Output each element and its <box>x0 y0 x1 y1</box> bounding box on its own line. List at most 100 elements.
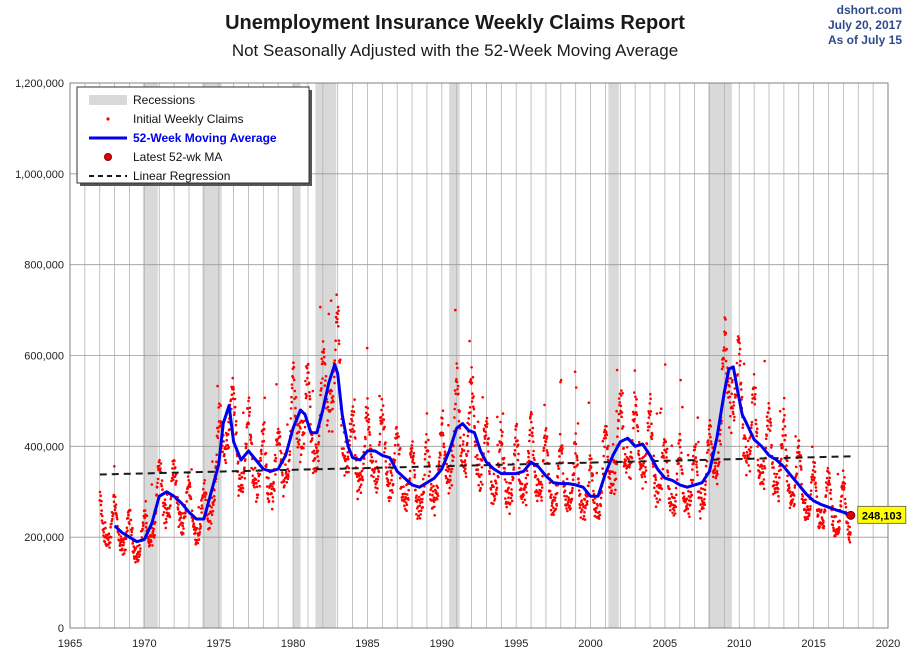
claims-point <box>351 419 354 423</box>
claims-point <box>144 500 148 503</box>
claims-point <box>677 462 681 465</box>
claims-point <box>793 502 796 506</box>
claims-point <box>353 429 356 433</box>
claims-point <box>346 455 350 459</box>
claims-point <box>453 389 457 392</box>
claims-point <box>381 404 385 407</box>
claims-point <box>588 454 592 457</box>
claims-point <box>145 514 149 517</box>
claims-point <box>578 506 582 510</box>
claims-point <box>486 443 490 446</box>
claims-point <box>605 433 609 437</box>
regression-line <box>99 455 851 476</box>
claims-point <box>387 499 391 503</box>
claims-point <box>447 492 451 495</box>
claims-point <box>393 452 396 455</box>
claims-point <box>384 460 388 463</box>
claims-point <box>367 428 370 431</box>
claims-point <box>702 507 705 510</box>
claims-point <box>141 527 144 531</box>
claims-point <box>525 491 528 494</box>
claims-point <box>520 482 524 486</box>
claims-point <box>200 499 203 502</box>
claims-point <box>812 478 816 482</box>
claims-point <box>773 472 776 476</box>
claims-point <box>455 377 458 381</box>
claims-point <box>505 505 509 509</box>
claims-point <box>806 505 809 508</box>
claims-point <box>778 410 782 413</box>
claims-point <box>132 555 136 558</box>
claims-point <box>224 447 227 451</box>
claims-point <box>533 470 537 474</box>
claims-point <box>342 447 346 450</box>
claims-point <box>316 466 319 469</box>
claims-point <box>535 483 539 487</box>
claims-point <box>407 488 410 492</box>
claims-point <box>811 473 814 476</box>
claims-point <box>831 519 835 523</box>
claims-point <box>258 473 262 476</box>
claims-point <box>791 498 795 501</box>
claims-point <box>527 452 531 455</box>
claims-point <box>448 468 451 471</box>
claims-point <box>797 444 801 448</box>
claims-point <box>582 504 585 508</box>
claims-point <box>278 443 282 446</box>
claims-point <box>376 487 379 490</box>
claims-point <box>405 493 409 496</box>
claims-point <box>442 445 446 449</box>
claims-point <box>702 501 706 505</box>
claims-point <box>248 410 251 414</box>
moving-average-series <box>113 363 851 544</box>
claims-point <box>746 439 750 443</box>
claims-point <box>458 444 462 448</box>
claims-point <box>101 522 105 525</box>
claims-point <box>223 452 226 456</box>
claims-point <box>614 477 618 481</box>
claims-point <box>679 457 683 461</box>
claims-point <box>788 486 791 490</box>
claims-point <box>267 476 270 480</box>
claims-point <box>436 492 439 495</box>
claims-point <box>472 395 475 398</box>
claims-point <box>424 446 427 449</box>
claims-point <box>668 504 672 508</box>
claims-point <box>388 463 392 466</box>
claims-point <box>529 415 532 419</box>
claims-point <box>580 499 583 502</box>
claims-point <box>503 467 507 470</box>
claims-point <box>339 358 342 362</box>
claims-point <box>678 445 682 449</box>
claims-point <box>649 392 652 396</box>
claims-point <box>423 452 427 456</box>
claims-point <box>303 419 306 423</box>
claims-point <box>581 508 584 512</box>
y-tick-label: 400,000 <box>24 441 64 453</box>
claims-point <box>536 499 539 503</box>
claims-point <box>446 478 450 481</box>
claims-point <box>508 512 511 515</box>
claims-point <box>772 466 775 469</box>
claims-point <box>271 500 275 503</box>
claims-point <box>622 465 626 468</box>
claims-point <box>428 470 432 473</box>
claims-point <box>115 517 119 521</box>
claims-point <box>731 378 734 382</box>
claims-point <box>115 514 118 517</box>
claims-point <box>293 389 297 393</box>
claims-point <box>361 475 364 479</box>
claims-point <box>233 411 236 414</box>
claims-point <box>608 477 612 480</box>
claims-point <box>654 505 658 509</box>
claims-point <box>445 462 449 466</box>
claims-point <box>375 480 379 484</box>
claims-point <box>644 469 648 472</box>
claims-point <box>212 503 215 507</box>
claims-point <box>720 367 724 371</box>
claims-point <box>644 480 647 484</box>
claims-point <box>610 491 613 495</box>
claims-point <box>507 486 511 490</box>
claims-point <box>510 488 513 491</box>
claims-point <box>213 488 216 492</box>
